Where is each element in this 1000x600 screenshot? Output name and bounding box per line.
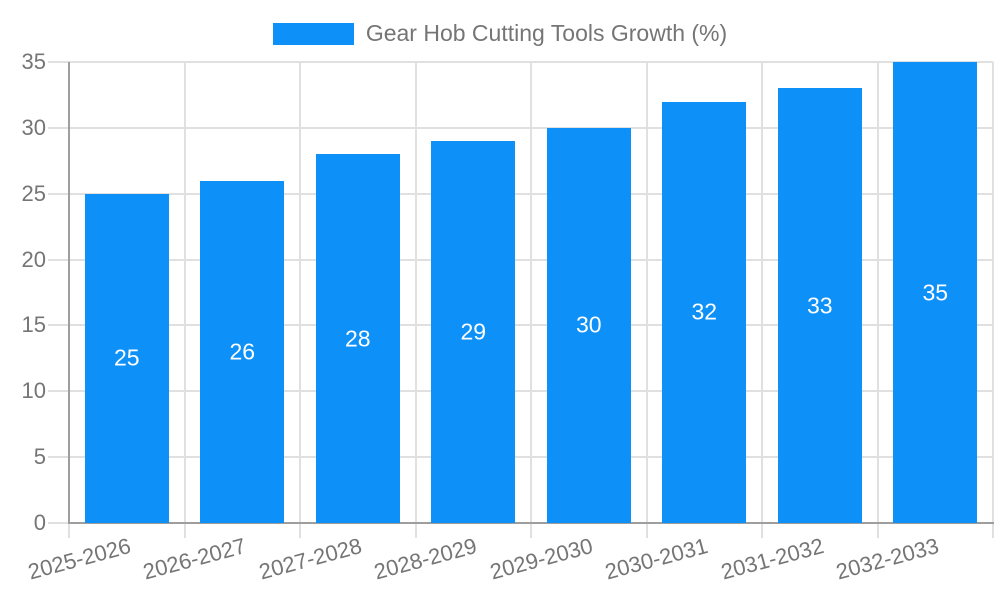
x-axis-tick xyxy=(299,523,301,538)
bar-value-label: 25 xyxy=(113,344,140,371)
bar[interactable]: 35 xyxy=(893,62,978,523)
legend-item[interactable]: Gear Hob Cutting Tools Growth (%) xyxy=(272,20,728,47)
y-axis-tick-label: 25 xyxy=(21,180,46,206)
x-axis-tick xyxy=(992,523,994,538)
y-axis-tick-label: 35 xyxy=(21,49,46,74)
bar[interactable]: 30 xyxy=(546,127,631,523)
bar[interactable]: 26 xyxy=(200,180,285,523)
x-axis-line xyxy=(68,522,994,524)
y-axis-tick xyxy=(48,522,69,524)
legend-label: Gear Hob Cutting Tools Growth (%) xyxy=(365,20,728,46)
x-axis-tick xyxy=(645,523,648,538)
x-axis-category-label: 2027-2028 xyxy=(255,533,364,585)
x-axis-tick xyxy=(68,523,70,538)
plot-area: 25 2025-2026 26 2026-2027 28 2027-2028 29 2028-… xyxy=(25,61,994,584)
gridline-vertical xyxy=(414,62,417,523)
x-axis-tick xyxy=(414,523,417,538)
bar-value-label: 33 xyxy=(806,292,833,319)
y-axis-tick xyxy=(48,456,69,459)
x-axis-category-label: 2029-2030 xyxy=(486,533,595,585)
x-axis-tick xyxy=(876,523,879,538)
y-axis-tick-label: 30 xyxy=(21,114,46,140)
y-axis-tick-label: 0 xyxy=(33,510,46,535)
y-axis-tick-label: 15 xyxy=(21,312,46,338)
gridline-vertical xyxy=(876,62,879,523)
y-axis-line xyxy=(68,62,70,523)
chart-legend: Gear Hob Cutting Tools Growth (%) xyxy=(0,20,1000,47)
y-axis-tick xyxy=(48,61,69,63)
x-axis-category-label: 2032-2033 xyxy=(833,533,942,585)
bar-value-label: 26 xyxy=(229,338,256,365)
bar-value-label: 35 xyxy=(922,279,949,305)
x-axis-tick xyxy=(530,523,532,538)
y-axis-tick-label: 5 xyxy=(33,444,46,470)
gridline-vertical xyxy=(530,62,532,523)
x-axis-category-label: 2028-2029 xyxy=(371,533,480,585)
bar-value-label: 30 xyxy=(575,311,602,338)
bar[interactable]: 33 xyxy=(777,88,862,523)
bar-value-label: 29 xyxy=(460,318,487,345)
gridline-vertical xyxy=(992,62,994,523)
bar-value-label: 28 xyxy=(344,325,371,352)
gridline-vertical xyxy=(761,62,763,523)
y-axis-tick xyxy=(48,390,69,393)
legend-color-swatch xyxy=(272,22,354,45)
y-axis-tick xyxy=(48,258,69,261)
bar-value-label: 32 xyxy=(691,298,718,325)
x-axis-tick xyxy=(761,523,763,538)
x-axis-category-label: 2025-2026 xyxy=(24,533,133,585)
bar[interactable]: 32 xyxy=(662,101,747,523)
x-axis-category-label: 2030-2031 xyxy=(602,533,711,585)
bar[interactable]: 25 xyxy=(84,193,169,523)
gridline-vertical xyxy=(183,62,186,523)
y-axis-tick xyxy=(48,324,69,327)
y-axis-tick-label: 10 xyxy=(21,378,46,404)
x-axis-tick xyxy=(183,523,186,538)
x-axis-category-label: 2026-2027 xyxy=(140,533,249,585)
y-axis-tick-label: 20 xyxy=(21,246,46,272)
gridline-vertical xyxy=(645,62,648,523)
gridline-vertical xyxy=(299,62,301,523)
bar[interactable]: 28 xyxy=(315,154,400,523)
x-axis-category-label: 2031-2032 xyxy=(717,533,826,585)
bar[interactable]: 29 xyxy=(431,141,516,523)
y-axis-tick xyxy=(48,126,69,129)
y-axis-tick xyxy=(48,192,69,195)
